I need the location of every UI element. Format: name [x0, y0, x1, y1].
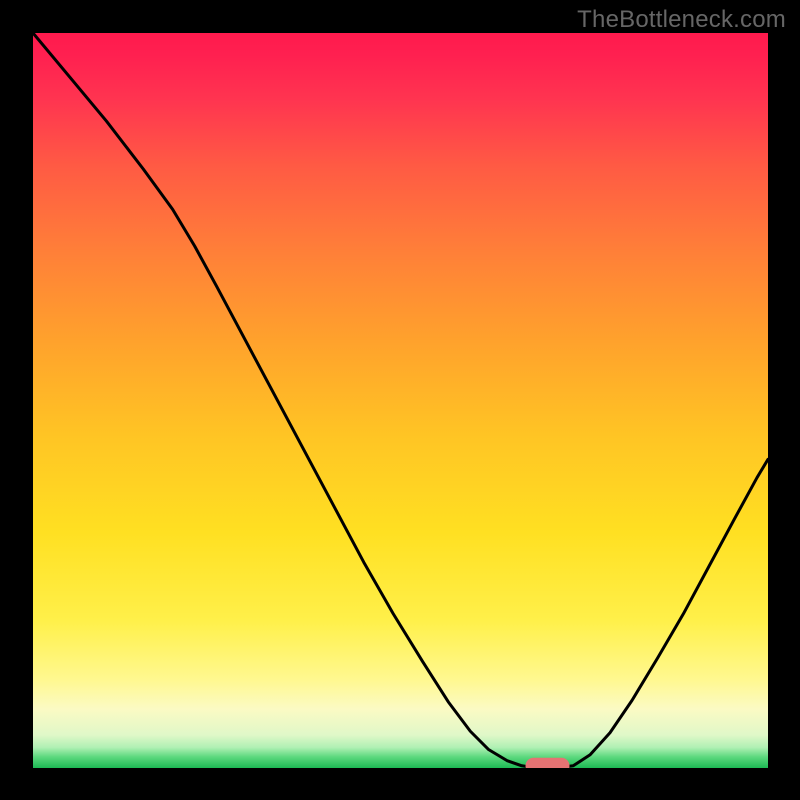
chart-frame: TheBottleneck.com [0, 0, 800, 800]
watermark-text: TheBottleneck.com [577, 6, 786, 34]
plot-area [33, 33, 768, 768]
optimum-marker [526, 758, 570, 768]
bottleneck-chart-svg [33, 33, 768, 768]
